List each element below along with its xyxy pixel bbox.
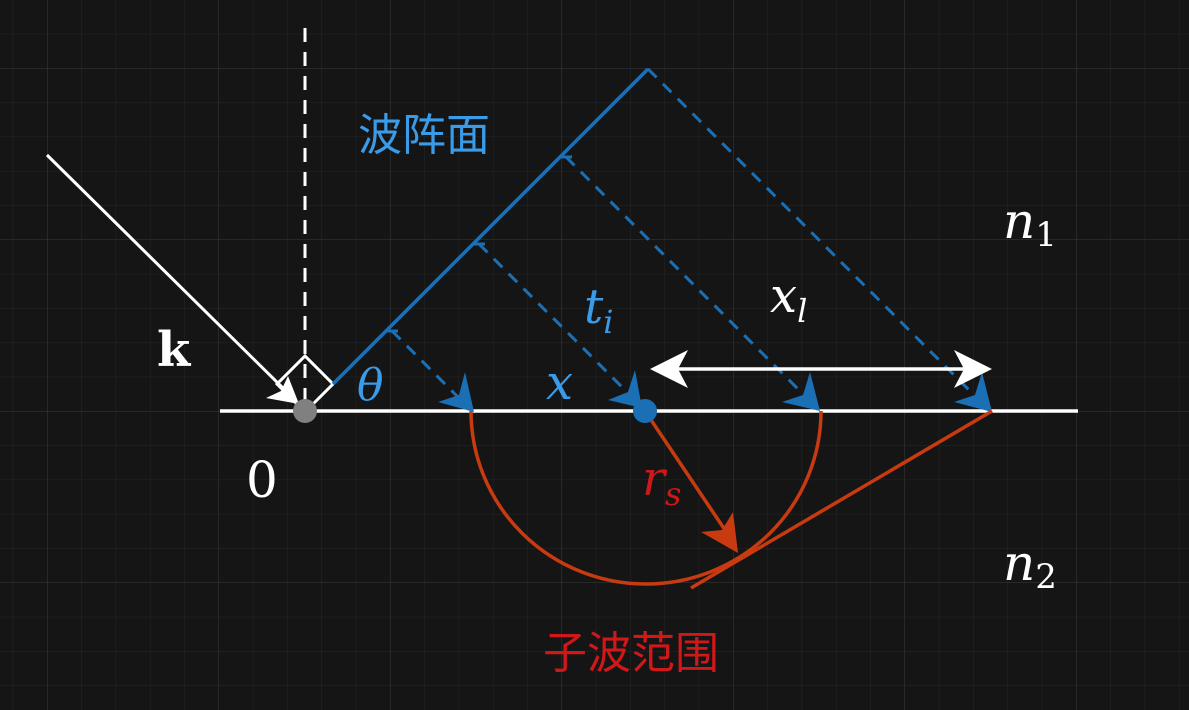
dashed-ray-3 <box>564 155 820 411</box>
k-label: k <box>157 322 192 378</box>
tangent-line <box>690 409 993 590</box>
wavelet-range-label: 子波范围 <box>543 628 719 679</box>
dashed-ray-4 <box>646 67 992 412</box>
theta-label: θ <box>357 360 384 411</box>
dashed-ray-2 <box>477 242 642 408</box>
origin-label: 0 <box>246 451 278 509</box>
rs-arrow <box>643 410 738 553</box>
dashed-ray-1 <box>390 329 474 412</box>
wavefront-label: 波阵面 <box>358 110 490 161</box>
x-point <box>633 399 657 423</box>
wavelet-circle <box>469 410 823 586</box>
wavefront-line <box>331 67 650 386</box>
xl-double-arrow <box>650 350 992 388</box>
origin-point <box>293 399 317 423</box>
ti-label: ti <box>584 279 614 341</box>
rs-label: rs <box>642 451 681 513</box>
n1-label: n1 <box>1003 192 1057 255</box>
n2-label: n2 <box>1003 534 1057 597</box>
x-label: x <box>546 355 573 411</box>
xl-label: xl <box>770 268 807 330</box>
